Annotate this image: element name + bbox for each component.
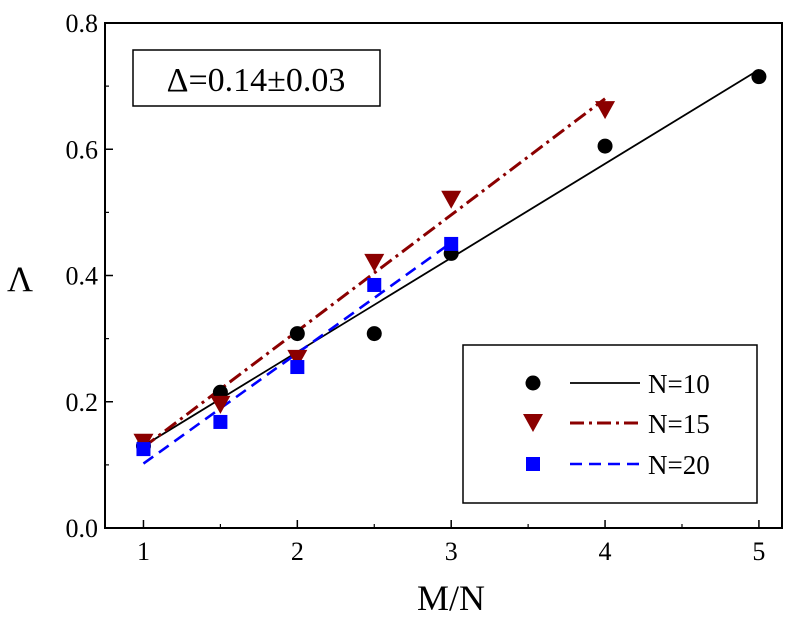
data-point-n-15 [595,101,616,120]
annotation-box: Δ=0.14±0.03 [132,49,381,107]
data-points [133,69,767,457]
legend-label-n-20: N=20 [648,450,710,480]
fit-line-n-15 [142,97,606,449]
data-point-n-15 [287,349,308,368]
x-axis-title: M/N [417,578,485,618]
x-tick-label: 1 [137,537,150,566]
axis-ticks: 1 2 3 4 5 0.0 0.2 0.4 0.6 0.8 [66,9,766,566]
data-point-n-10 [289,326,305,342]
legend-marker-n-20 [526,457,540,471]
data-point-n-15 [441,190,462,209]
x-tick-label: 5 [752,537,765,566]
data-point-n-20 [444,236,459,251]
legend-label-n-10: N=10 [648,369,710,399]
y-axis-title: Λ [7,259,33,299]
legend-label-n-15: N=15 [648,409,710,439]
data-point-n-20 [367,277,382,292]
fit-line-n-20 [142,241,452,465]
y-tick-label: 0.4 [66,262,99,291]
data-point-n-15 [364,253,385,272]
data-point-n-20 [290,360,305,375]
data-point-n-20 [213,414,228,429]
data-point-n-10 [751,69,767,85]
annotation-text: Δ=0.14±0.03 [167,62,346,99]
data-point-n-20 [136,442,151,457]
data-point-n-10 [597,138,613,154]
data-point-n-10 [366,326,382,342]
x-tick-label: 4 [599,537,612,566]
y-tick-label: 0.2 [66,388,99,417]
annotation-frame [132,49,381,107]
x-tick-label: 3 [445,537,458,566]
x-tick-label: 2 [291,537,304,566]
y-tick-label: 0.0 [66,514,99,543]
y-tick-label: 0.8 [66,9,99,38]
legend-marker-n-15 [523,414,543,432]
legend: N=10 N=15 N=20 [462,344,758,504]
y-tick-label: 0.6 [66,135,99,164]
legend-marker-n-10 [525,375,541,391]
data-point-n-15 [210,395,231,414]
